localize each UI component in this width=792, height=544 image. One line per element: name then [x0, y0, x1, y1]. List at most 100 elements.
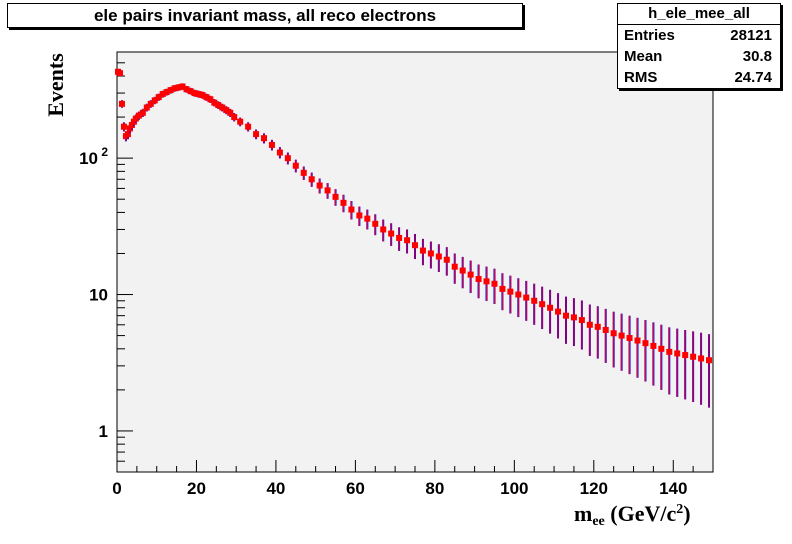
- data-point: [658, 345, 665, 352]
- data-point: [199, 92, 206, 99]
- data-point: [120, 123, 127, 130]
- y-tick-label: 10: [79, 149, 98, 168]
- data-point: [570, 314, 577, 321]
- stats-value: 30.8: [742, 48, 772, 65]
- data-point: [674, 350, 681, 357]
- data-point: [139, 109, 146, 116]
- data-point: [167, 87, 174, 94]
- data-point: [324, 187, 331, 194]
- data-point: [231, 114, 238, 121]
- x-tick-label: 20: [187, 479, 206, 498]
- data-point: [308, 176, 315, 183]
- x-axis-label-sub: ee: [592, 514, 605, 529]
- data-point: [547, 304, 554, 311]
- y-axis-label: Events: [43, 53, 68, 117]
- data-point: [215, 102, 222, 109]
- x-axis-label-main: m: [574, 501, 593, 526]
- data-point: [268, 141, 275, 148]
- data-point: [562, 312, 569, 319]
- data-point: [219, 104, 226, 111]
- stats-value: 28121: [730, 27, 772, 44]
- data-point: [380, 226, 387, 233]
- data-point: [227, 109, 234, 116]
- data-point: [650, 342, 657, 349]
- data-point: [175, 84, 182, 91]
- data-point: [211, 99, 218, 106]
- data-point: [191, 90, 198, 97]
- data-point: [555, 308, 562, 315]
- x-tick-label: 80: [425, 479, 444, 498]
- data-point: [284, 155, 291, 162]
- data-point: [364, 215, 371, 222]
- stats-label: Mean: [624, 48, 663, 65]
- data-point: [666, 348, 673, 355]
- data-point: [183, 86, 190, 93]
- chart-title: ele pairs invariant mass, all reco elect…: [7, 3, 523, 28]
- data-point: [372, 220, 379, 227]
- data-point: [245, 123, 252, 130]
- y-tick-label: 1: [99, 422, 108, 441]
- data-point: [626, 335, 633, 342]
- data-point: [261, 135, 268, 142]
- data-point: [467, 271, 474, 278]
- data-point: [223, 107, 230, 114]
- data-point: [128, 121, 135, 128]
- data-point: [340, 199, 347, 206]
- data-point: [491, 280, 498, 287]
- data-point: [531, 297, 538, 304]
- x-tick-label: 100: [500, 479, 528, 498]
- data-point: [706, 357, 713, 364]
- data-point: [195, 91, 202, 98]
- data-point: [348, 206, 355, 213]
- data-point: [499, 285, 506, 292]
- x-tick-label: 140: [659, 479, 687, 498]
- y-tick-label: 10: [89, 286, 108, 305]
- data-point: [682, 352, 689, 359]
- data-point: [515, 291, 522, 298]
- data-point: [690, 353, 697, 360]
- x-axis-label-unit: (GeV/c: [604, 501, 677, 526]
- data-point: [451, 263, 458, 270]
- stats-row-entries: Entries 28121: [618, 25, 780, 46]
- x-tick-label: 40: [266, 479, 285, 498]
- data-point: [459, 267, 466, 274]
- data-point: [116, 70, 123, 77]
- data-point: [147, 100, 154, 107]
- data-point: [130, 118, 137, 125]
- data-point: [253, 131, 260, 138]
- data-point: [207, 96, 214, 103]
- x-axis-label-sup: 2: [676, 502, 684, 517]
- x-axis-label-close: ): [683, 501, 691, 526]
- x-axis-label: mee (GeV/c2): [574, 501, 724, 535]
- x-tick-label: 120: [580, 479, 608, 498]
- data-point: [151, 97, 158, 104]
- data-point: [610, 330, 617, 337]
- data-point: [634, 337, 641, 344]
- data-point: [594, 323, 601, 330]
- data-point: [483, 278, 490, 285]
- data-point: [292, 162, 299, 169]
- stats-label: Entries: [624, 27, 675, 44]
- data-point: [404, 237, 411, 244]
- data-point: [143, 104, 150, 111]
- data-point: [135, 112, 142, 119]
- data-point: [187, 88, 194, 95]
- stats-histogram-name: h_ele_mee_all: [618, 4, 780, 25]
- data-point: [118, 100, 125, 107]
- stats-box: h_ele_mee_all Entries 28121 Mean 30.8 RM…: [617, 3, 781, 89]
- stats-value: 24.74: [734, 69, 772, 86]
- data-point: [602, 326, 609, 333]
- data-point: [523, 294, 530, 301]
- data-point: [618, 332, 625, 339]
- plot-frame: [116, 51, 714, 473]
- data-point: [203, 94, 210, 101]
- data-point: [642, 340, 649, 347]
- data-point: [435, 253, 442, 260]
- x-tick-label: 60: [346, 479, 365, 498]
- data-point: [356, 212, 363, 219]
- data-point: [316, 182, 323, 189]
- data-point: [539, 301, 546, 308]
- data-point: [427, 250, 434, 257]
